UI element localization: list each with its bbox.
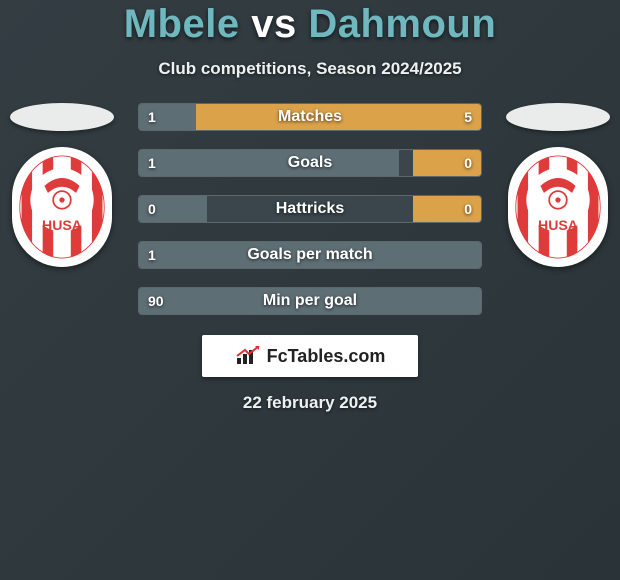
left-crest-svg: HUSA <box>18 153 106 261</box>
subtitle: Club competitions, Season 2024/2025 <box>158 59 461 79</box>
player1-name: Mbele <box>124 2 240 46</box>
brand-text: FcTables.com <box>267 346 386 367</box>
stat-row: 15Matches <box>138 103 482 131</box>
stats-block: HUSA 15Matches10Goals00Hattricks1Goals p… <box>0 103 620 315</box>
bar-track <box>138 103 482 131</box>
left-club-crest: HUSA <box>12 147 112 267</box>
right-club-crest: HUSA <box>508 147 608 267</box>
bar-track <box>138 195 482 223</box>
date-text: 22 february 2025 <box>243 393 377 413</box>
stat-right-value: 0 <box>454 149 482 177</box>
bar-right-fill <box>196 104 481 130</box>
bar-left-fill <box>139 288 481 314</box>
left-side-col: HUSA <box>2 103 122 267</box>
stat-left-value: 0 <box>138 195 166 223</box>
stat-right-value: 5 <box>454 103 482 131</box>
left-oval <box>10 103 114 131</box>
stats-bars: 15Matches10Goals00Hattricks1Goals per ma… <box>138 103 482 315</box>
bar-track <box>138 287 482 315</box>
comparison-widget: Mbele vs Dahmoun Club competitions, Seas… <box>0 0 620 580</box>
stat-right-value <box>462 287 482 315</box>
stat-row: 00Hattricks <box>138 195 482 223</box>
right-oval <box>506 103 610 131</box>
right-crest-svg: HUSA <box>514 153 602 261</box>
brand-chart-icon <box>235 346 261 366</box>
right-side-col: HUSA <box>498 103 618 267</box>
stat-left-value: 1 <box>138 149 166 177</box>
stat-row: 90Min per goal <box>138 287 482 315</box>
bar-track <box>138 149 482 177</box>
bar-left-fill <box>139 242 481 268</box>
stat-row: 1Goals per match <box>138 241 482 269</box>
vs-word: vs <box>251 2 297 46</box>
stat-right-value: 0 <box>454 195 482 223</box>
stat-left-value: 90 <box>138 287 174 315</box>
page-title: Mbele vs Dahmoun <box>124 2 497 47</box>
bar-track <box>138 241 482 269</box>
stat-left-value: 1 <box>138 103 166 131</box>
bar-left-fill <box>139 150 399 176</box>
stat-row: 10Goals <box>138 149 482 177</box>
svg-text:HUSA: HUSA <box>42 217 82 233</box>
svg-text:HUSA: HUSA <box>538 217 578 233</box>
brand-box: FcTables.com <box>202 335 418 377</box>
player2-name: Dahmoun <box>308 2 496 46</box>
stat-right-value <box>462 241 482 269</box>
stat-left-value: 1 <box>138 241 166 269</box>
